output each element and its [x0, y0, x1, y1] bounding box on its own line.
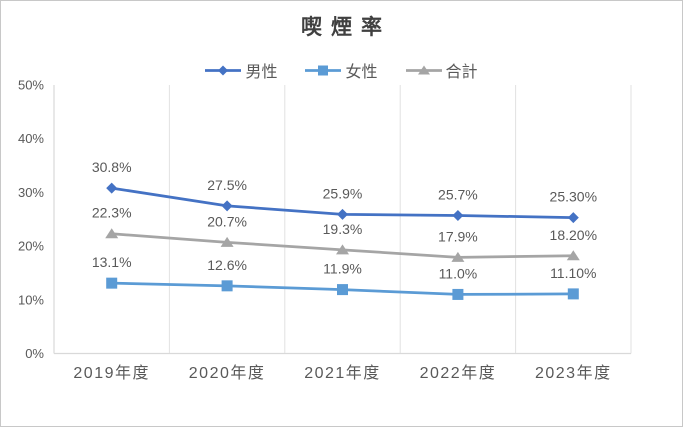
x-axis-label: 2022年度 — [420, 364, 497, 382]
diamond-marker[interactable] — [337, 208, 348, 220]
data-label: 17.9% — [438, 228, 478, 244]
legend: 男性 女性 合計 — [1, 58, 682, 82]
data-label: 20.7% — [207, 213, 247, 229]
square-marker[interactable] — [567, 288, 579, 300]
diamond-marker[interactable] — [106, 182, 118, 194]
x-axis-label: 2023年度 — [535, 364, 612, 382]
diamond-marker[interactable] — [567, 212, 579, 224]
legend-item-合計[interactable]: 合計 — [405, 58, 478, 82]
y-tick-label: 20% — [18, 239, 44, 254]
data-label: 11.9% — [323, 261, 362, 277]
data-label: 27.5% — [207, 177, 247, 193]
y-tick-label: 40% — [18, 131, 44, 146]
series-男性[interactable]: 30.8% 27.5% 25.9% 25.7% 25.30% — [92, 159, 597, 224]
legend-label: 男性 — [245, 64, 278, 81]
y-tick-label: 10% — [18, 292, 44, 307]
chart-title: 喫煙率 — [301, 16, 391, 39]
data-label: 25.9% — [323, 185, 363, 201]
data-label: 19.3% — [323, 221, 363, 237]
square-marker[interactable] — [452, 288, 464, 300]
triangle-marker[interactable] — [417, 65, 430, 74]
data-label: 18.20% — [550, 227, 597, 243]
data-label: 11.0% — [439, 265, 478, 281]
legend-item-女性[interactable]: 女性 — [305, 58, 378, 82]
y-tick-label: 50% — [18, 78, 44, 93]
data-label: 12.6% — [207, 257, 247, 273]
diamond-marker[interactable] — [221, 200, 233, 212]
data-label: 11.10% — [550, 265, 596, 281]
diamond-legend-key-icon — [205, 65, 242, 75]
square-marker[interactable] — [318, 65, 329, 75]
legend-label: 女性 — [345, 64, 378, 81]
x-axis-label: 2019年度 — [73, 364, 150, 382]
triangle-marker[interactable] — [451, 251, 465, 262]
data-label: 13.1% — [92, 254, 132, 270]
series-合計[interactable]: 22.3% 20.7% 19.3% 17.9% 18.20% — [92, 205, 597, 262]
legend-item-男性[interactable]: 男性 — [205, 58, 277, 82]
legend-label: 合計 — [445, 64, 478, 81]
diamond-marker[interactable] — [452, 209, 464, 221]
y-tick-label: 0% — [25, 346, 44, 361]
triangle-marker[interactable] — [336, 244, 349, 255]
square-marker[interactable] — [221, 280, 233, 292]
diamond-marker[interactable] — [218, 65, 229, 75]
triangle-marker[interactable] — [105, 228, 119, 239]
data-label: 25.30% — [550, 189, 597, 205]
triangle-legend-key-icon — [405, 65, 442, 74]
x-axis-label: 2021年度 — [304, 364, 381, 382]
triangle-marker[interactable] — [220, 236, 234, 247]
square-marker[interactable] — [337, 284, 348, 296]
square-marker[interactable] — [106, 277, 118, 289]
data-label: 30.8% — [92, 159, 132, 175]
square-legend-key-icon — [305, 65, 342, 75]
data-label: 25.7% — [438, 186, 478, 202]
y-tick-label: 30% — [18, 185, 44, 200]
data-label: 22.3% — [92, 205, 132, 221]
series-女性[interactable]: 13.1% 12.6% 11.9% 11.0% 11.10% — [92, 254, 597, 300]
triangle-marker[interactable] — [566, 250, 580, 261]
x-axis-label: 2020年度 — [189, 364, 266, 382]
